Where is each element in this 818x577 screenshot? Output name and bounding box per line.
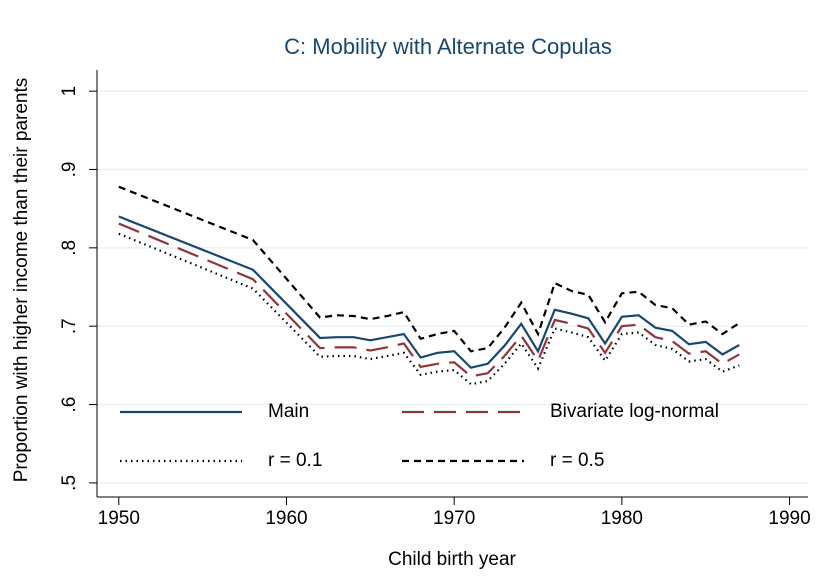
- legend-label: Main: [268, 401, 309, 422]
- x-tick-label: 1950: [98, 508, 140, 529]
- x-tick-label: 1960: [265, 508, 307, 529]
- x-axis-label: Child birth year: [388, 549, 516, 570]
- series-line: [118, 215, 740, 369]
- x-tick-label: 1970: [433, 508, 475, 529]
- y-tick-label: .5: [59, 475, 80, 491]
- y-axis-label: Proportion with higher income than their…: [11, 78, 32, 483]
- series-line: [118, 185, 740, 353]
- chart-title: C: Mobility with Alternate Copulas: [284, 34, 612, 59]
- x-tick-label: 1980: [601, 508, 643, 529]
- legend-label: r = 0.5: [550, 450, 604, 471]
- series-line: [118, 222, 740, 378]
- series-line: [118, 232, 740, 386]
- y-tick-label: .7: [59, 318, 80, 334]
- y-tick-label: 1: [59, 86, 80, 97]
- legend-label: Bivariate log-normal: [550, 401, 719, 422]
- legend-label: r = 0.1: [268, 450, 322, 471]
- x-tick-label: 1990: [768, 508, 810, 529]
- y-tick-label: .9: [59, 162, 80, 178]
- y-tick-label: .6: [59, 397, 80, 413]
- y-tick-label: .8: [59, 240, 80, 256]
